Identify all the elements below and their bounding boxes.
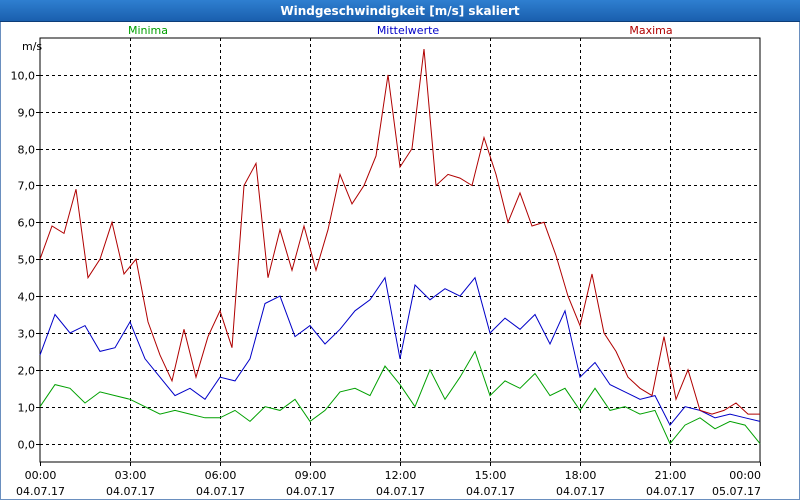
x-tick-date-label: 04.07.17: [286, 485, 335, 498]
x-tick-time-label: 03:00: [115, 469, 147, 482]
x-tick-time-label: 21:00: [655, 469, 687, 482]
grid: [40, 38, 760, 462]
legend-label-maxima: Maxima: [629, 24, 672, 37]
y-tick-label: 5,0: [18, 254, 36, 267]
y-tick-label: 4,0: [18, 291, 36, 304]
series-line-mittelwerte: [39, 276, 761, 427]
y-tick-label: 2,0: [18, 365, 36, 378]
series-line-minima: [39, 350, 761, 445]
x-tick-time-label: 15:00: [475, 469, 507, 482]
x-tick-date-label: 05.07.17: [712, 485, 761, 498]
x-tick-date-label: 04.07.17: [106, 485, 155, 498]
x-tick-time-label: 06:00: [205, 469, 237, 482]
y-tick-label: 10,0: [11, 70, 36, 83]
legend-label-minima: Minima: [128, 24, 168, 37]
x-tick-time-label: 09:00: [295, 469, 327, 482]
x-tick-date-label: 04.07.17: [646, 485, 695, 498]
y-axis-unit-label: m/s: [22, 40, 42, 53]
window-title: Windgeschwindigkeit [m/s] skaliert: [280, 4, 520, 18]
y-tick-label: 7,0: [18, 180, 36, 193]
series-line-maxima: [39, 49, 760, 415]
y-tick-label: 8,0: [18, 144, 36, 157]
x-tick-time-label: 12:00: [385, 469, 417, 482]
x-tick-time-label: 18:00: [565, 469, 597, 482]
x-tick-date-label: 04.07.17: [466, 485, 515, 498]
x-tick-date-label: 04.07.17: [16, 485, 65, 498]
y-tick-label: 9,0: [18, 107, 36, 120]
x-tick-date-label: 04.07.17: [196, 485, 245, 498]
y-tick-label: 6,0: [18, 217, 36, 230]
x-tick-date-label: 04.07.17: [556, 485, 605, 498]
x-tick-time-label: 00:00: [25, 469, 57, 482]
window-title-bar: Windgeschwindigkeit [m/s] skaliert: [0, 0, 800, 22]
x-tick-date-label: 04.07.17: [376, 485, 425, 498]
y-tick-label: 3,0: [18, 328, 36, 341]
y-tick-label: 0,0: [18, 439, 36, 452]
y-tick-label: 1,0: [18, 402, 36, 415]
axis-labels: 0,0 1,0 2,0 3,0 4,0 5,0 6,0 7,0 8,0 9,0 10,0 00:00 0…: [11, 24, 762, 498]
series-group: [39, 49, 761, 445]
x-tick-time-label: 00:00: [729, 469, 761, 482]
legend-label-mittelwerte: Mittelwerte: [377, 24, 440, 37]
